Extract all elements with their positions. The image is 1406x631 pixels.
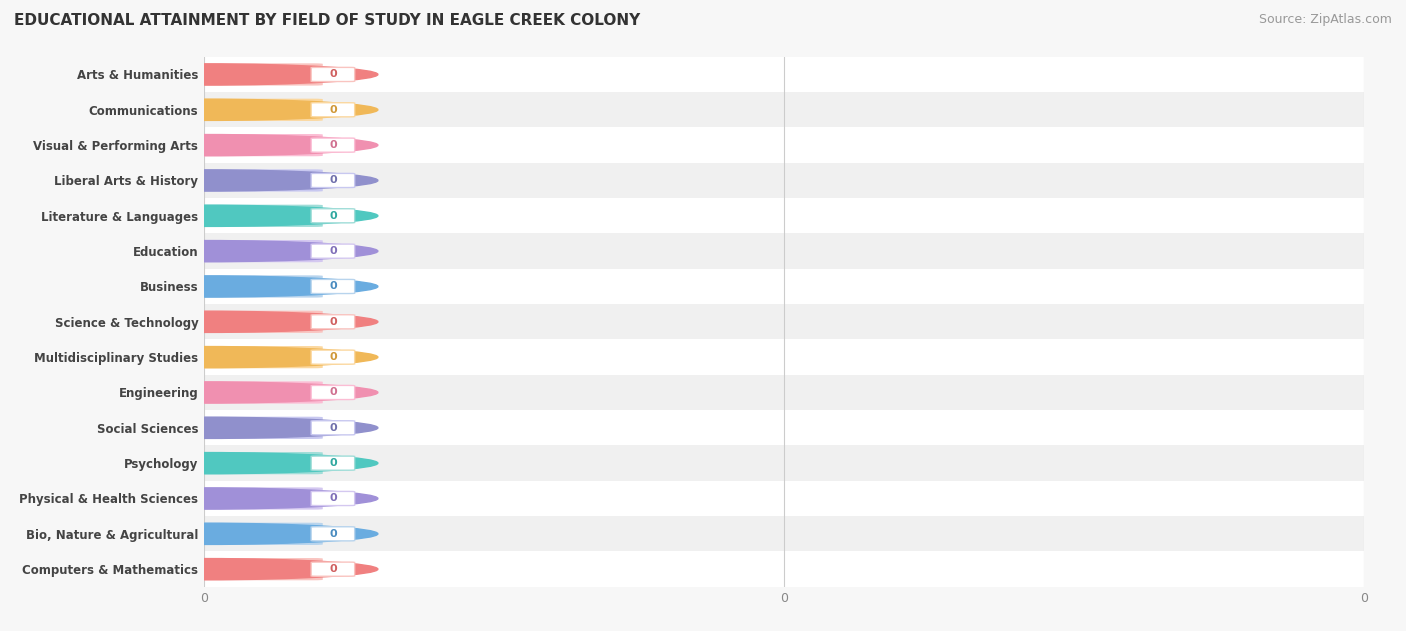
Bar <box>204 551 1364 587</box>
Bar <box>204 127 1364 163</box>
FancyBboxPatch shape <box>195 558 323 581</box>
FancyBboxPatch shape <box>311 174 354 187</box>
FancyBboxPatch shape <box>195 310 323 333</box>
FancyBboxPatch shape <box>195 381 323 404</box>
Bar <box>204 410 1364 445</box>
Circle shape <box>30 417 378 439</box>
Text: EDUCATIONAL ATTAINMENT BY FIELD OF STUDY IN EAGLE CREEK COLONY: EDUCATIONAL ATTAINMENT BY FIELD OF STUDY… <box>14 13 640 28</box>
FancyBboxPatch shape <box>311 456 354 470</box>
Circle shape <box>30 64 378 85</box>
Circle shape <box>30 346 378 368</box>
FancyBboxPatch shape <box>195 275 323 298</box>
Circle shape <box>30 276 378 297</box>
FancyBboxPatch shape <box>311 209 354 223</box>
FancyBboxPatch shape <box>311 315 354 329</box>
FancyBboxPatch shape <box>195 134 323 156</box>
Text: 0: 0 <box>329 140 336 150</box>
FancyBboxPatch shape <box>195 487 323 510</box>
FancyBboxPatch shape <box>311 492 354 505</box>
Text: 0: 0 <box>329 246 336 256</box>
FancyBboxPatch shape <box>195 98 323 121</box>
FancyBboxPatch shape <box>195 204 323 227</box>
FancyBboxPatch shape <box>195 522 323 545</box>
FancyBboxPatch shape <box>195 169 323 192</box>
Text: 0: 0 <box>329 529 336 539</box>
FancyBboxPatch shape <box>311 386 354 399</box>
FancyBboxPatch shape <box>311 68 354 81</box>
Text: 0: 0 <box>329 69 336 80</box>
Bar <box>204 57 1364 92</box>
Circle shape <box>30 452 378 474</box>
FancyBboxPatch shape <box>311 138 354 152</box>
Bar <box>204 339 1364 375</box>
Text: 0: 0 <box>329 493 336 504</box>
Bar <box>204 375 1364 410</box>
Text: Source: ZipAtlas.com: Source: ZipAtlas.com <box>1258 13 1392 26</box>
FancyBboxPatch shape <box>311 421 354 435</box>
Circle shape <box>30 311 378 333</box>
Bar <box>204 269 1364 304</box>
Text: 0: 0 <box>329 211 336 221</box>
Bar <box>204 516 1364 551</box>
Circle shape <box>30 488 378 509</box>
Bar <box>204 92 1364 127</box>
FancyBboxPatch shape <box>311 280 354 293</box>
Circle shape <box>30 134 378 156</box>
Text: 0: 0 <box>329 423 336 433</box>
Circle shape <box>30 523 378 545</box>
Text: 0: 0 <box>329 458 336 468</box>
FancyBboxPatch shape <box>311 244 354 258</box>
Text: 0: 0 <box>329 105 336 115</box>
FancyBboxPatch shape <box>195 346 323 369</box>
Text: 0: 0 <box>329 564 336 574</box>
Circle shape <box>30 240 378 262</box>
Bar <box>204 163 1364 198</box>
FancyBboxPatch shape <box>195 63 323 86</box>
FancyBboxPatch shape <box>311 562 354 576</box>
Bar <box>204 445 1364 481</box>
Text: 0: 0 <box>329 317 336 327</box>
Bar <box>204 198 1364 233</box>
Text: 0: 0 <box>329 352 336 362</box>
FancyBboxPatch shape <box>195 416 323 439</box>
FancyBboxPatch shape <box>195 452 323 475</box>
Circle shape <box>30 99 378 121</box>
Circle shape <box>30 170 378 191</box>
Circle shape <box>30 205 378 227</box>
Bar <box>204 304 1364 339</box>
Bar <box>204 481 1364 516</box>
Text: 0: 0 <box>329 175 336 186</box>
FancyBboxPatch shape <box>311 103 354 117</box>
FancyBboxPatch shape <box>195 240 323 262</box>
FancyBboxPatch shape <box>311 527 354 541</box>
Bar <box>204 233 1364 269</box>
Text: 0: 0 <box>329 281 336 292</box>
FancyBboxPatch shape <box>311 350 354 364</box>
Text: 0: 0 <box>329 387 336 398</box>
Circle shape <box>30 558 378 580</box>
Circle shape <box>30 382 378 403</box>
